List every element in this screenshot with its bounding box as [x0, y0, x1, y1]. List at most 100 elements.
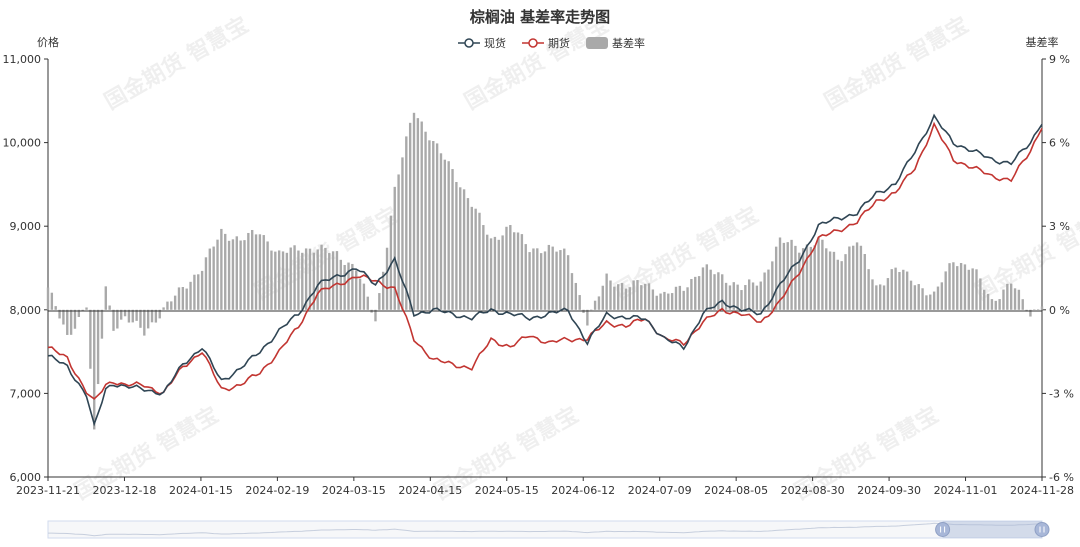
basis-bar — [682, 290, 685, 310]
basis-bar — [455, 182, 458, 310]
basis-bar — [983, 289, 986, 310]
basis-bar — [362, 283, 366, 310]
basis-bar — [143, 309, 146, 336]
basis-bar — [316, 249, 319, 310]
zoom-selection[interactable] — [942, 521, 1042, 538]
basis-bar — [274, 251, 277, 310]
basis-bar — [855, 242, 859, 310]
basis-bar — [902, 269, 905, 310]
basis-bar — [54, 306, 57, 310]
basis-bar — [127, 309, 131, 323]
left-tick-label: 7,000 — [10, 387, 42, 400]
basis-bar — [975, 269, 978, 310]
basis-bar — [239, 240, 242, 310]
basis-bar — [123, 309, 127, 317]
basis-bar — [293, 245, 296, 310]
basis-bar — [632, 280, 635, 310]
basis-bar — [813, 245, 816, 310]
basis-bar — [331, 251, 335, 310]
basis-bar — [821, 239, 824, 310]
basis-bar — [381, 271, 385, 310]
basis-bar — [643, 283, 647, 310]
right-tick-label: 9 % — [1049, 53, 1070, 66]
x-tick-label: 2024-08-30 — [781, 484, 845, 497]
basis-bar — [1002, 289, 1005, 310]
basis-bar — [959, 263, 963, 310]
basis-bar — [62, 309, 65, 325]
basis-bar — [971, 268, 974, 310]
basis-bar — [956, 266, 959, 310]
legend-item[interactable]: 基差率 — [586, 36, 645, 50]
basis-bar — [817, 237, 820, 310]
zoom-track — [47, 520, 1043, 539]
basis-bar — [617, 284, 620, 310]
basis-bar — [193, 274, 196, 310]
basis-bar — [948, 263, 951, 310]
basis-bar — [628, 287, 631, 310]
basis-bar — [116, 309, 119, 329]
basis-bar — [759, 281, 762, 310]
basis-bar — [551, 246, 554, 310]
legend-label: 基差率 — [612, 36, 645, 50]
basis-bar — [828, 251, 832, 310]
x-tick-label: 2024-06-12 — [551, 484, 615, 497]
basis-bar — [493, 236, 497, 310]
basis-bar — [328, 253, 331, 310]
basis-bar — [751, 282, 755, 310]
basis-bar — [73, 309, 77, 329]
basis-bar — [262, 235, 265, 310]
basis-bar — [324, 247, 327, 310]
basis-bar — [185, 288, 188, 310]
watermark: 国金期货 智慧宝 — [100, 12, 253, 115]
basis-bar — [308, 248, 312, 310]
basis-bar — [774, 246, 778, 310]
basis-bar — [952, 262, 955, 310]
basis-bar — [674, 286, 678, 310]
legend-item[interactable]: 期货 — [522, 36, 570, 50]
x-tick-label: 2024-05-15 — [475, 484, 539, 497]
basis-bar — [189, 281, 192, 310]
basis-bar — [466, 198, 470, 310]
basis-bar — [566, 255, 570, 310]
zoom-preview-line — [48, 522, 1043, 537]
basis-bar — [1040, 306, 1044, 310]
right-tick-label: 6 % — [1049, 137, 1070, 150]
basis-bar — [66, 309, 69, 335]
basis-bar — [736, 284, 739, 310]
basis-bar — [852, 245, 855, 310]
basis-bar — [46, 287, 50, 310]
basis-bar — [439, 153, 443, 310]
basis-bar — [836, 259, 839, 310]
zoom-handle[interactable] — [935, 522, 951, 537]
basis-bar — [667, 293, 670, 310]
basis-bar — [135, 309, 138, 321]
zoom-handle[interactable] — [1034, 522, 1050, 537]
right-tick-label: 3 % — [1049, 220, 1070, 233]
data-zoom-slider[interactable] — [47, 520, 1050, 539]
basis-bar — [536, 248, 539, 310]
basis-bar — [721, 274, 724, 310]
basis-bar — [247, 232, 250, 310]
x-tick-label: 2023-12-18 — [92, 484, 156, 497]
basis-bar — [932, 291, 936, 310]
basis-bar — [243, 240, 246, 310]
basis-bar — [801, 248, 805, 310]
x-tick-label: 2024-04-15 — [398, 484, 462, 497]
watermark: 国金期货 智慧宝 — [460, 12, 613, 115]
watermark: 国金期货 智慧宝 — [970, 202, 1080, 305]
axes: 6,000 7,000 8,000 9,000 10,000 11,000 -6 % -3 %… — [3, 53, 1074, 484]
basis-bar — [435, 143, 439, 310]
basis-bar — [767, 269, 770, 310]
basis-bar — [85, 307, 88, 310]
left-tick-label: 10,000 — [3, 137, 42, 150]
basis-bar — [659, 293, 662, 310]
basis-bar — [482, 225, 485, 310]
legend-item[interactable]: 现货 — [458, 36, 506, 50]
basis-bar — [432, 141, 435, 310]
basis-bar — [197, 274, 200, 310]
basis-bar — [624, 288, 628, 310]
legend[interactable]: 现货 期货 基差率 — [458, 36, 645, 50]
basis-bar — [1009, 283, 1013, 310]
basis-bar — [378, 293, 381, 310]
